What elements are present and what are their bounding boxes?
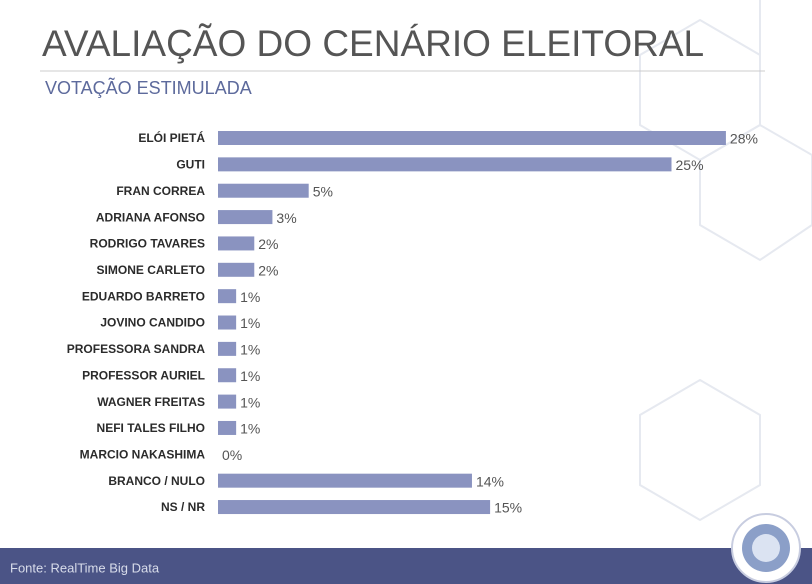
category-label: PROFESSORA SANDRA	[67, 342, 206, 356]
category-label: ELÓI PIETÁ	[138, 130, 205, 145]
category-label: ADRIANA AFONSO	[96, 210, 205, 224]
source-note: Fonte: RealTime Big Data	[10, 560, 160, 575]
value-label: 28%	[730, 131, 758, 147]
bar	[218, 236, 255, 251]
chart-subtitle: VOTAÇÃO ESTIMULADA	[45, 77, 252, 98]
bar	[218, 341, 237, 356]
bar	[218, 183, 309, 198]
category-label: JOVINO CANDIDO	[100, 316, 205, 330]
category-label: FRAN CORREA	[116, 184, 205, 198]
chart-title: AVALIAÇÃO DO CENÁRIO ELEITORAL	[42, 23, 704, 64]
value-label: 0%	[222, 447, 242, 463]
bar	[218, 473, 472, 488]
value-label: 14%	[476, 473, 504, 489]
category-label: NS / NR	[161, 500, 205, 514]
value-label: 1%	[240, 342, 260, 358]
category-label: GUTI	[176, 158, 205, 172]
bar	[218, 394, 237, 409]
value-label: 1%	[240, 368, 260, 384]
background-decoration	[639, 0, 812, 522]
value-label: 2%	[258, 263, 278, 279]
value-label: 5%	[313, 183, 333, 199]
bar	[218, 500, 491, 515]
bar	[218, 157, 672, 172]
bar	[218, 420, 237, 435]
bar	[218, 131, 726, 145]
category-label: EDUARDO BARRETO	[82, 289, 205, 303]
category-label: RODRIGO TAVARES	[90, 237, 205, 251]
bar	[218, 368, 237, 383]
category-label: PROFESSOR AURIEL	[82, 368, 205, 382]
bar	[218, 210, 273, 225]
bar	[218, 262, 255, 277]
value-label: 2%	[258, 236, 278, 252]
category-label: MARCIO NAKASHIMA	[80, 447, 206, 461]
value-label: 15%	[494, 500, 522, 516]
bar	[218, 289, 237, 304]
footer-band	[0, 548, 812, 584]
value-label: 3%	[276, 210, 296, 226]
value-label: 1%	[240, 421, 260, 437]
value-label: 1%	[240, 315, 260, 331]
category-label: WAGNER FREITAS	[97, 395, 205, 409]
category-label: NEFI TALES FILHO	[97, 421, 205, 435]
value-label: 1%	[240, 394, 260, 410]
logo	[731, 513, 801, 583]
bar	[218, 315, 237, 330]
value-label: 1%	[240, 289, 260, 305]
value-label: 25%	[676, 157, 704, 173]
category-label: BRANCO / NULO	[108, 474, 205, 488]
category-label: SIMONE CARLETO	[97, 263, 205, 277]
